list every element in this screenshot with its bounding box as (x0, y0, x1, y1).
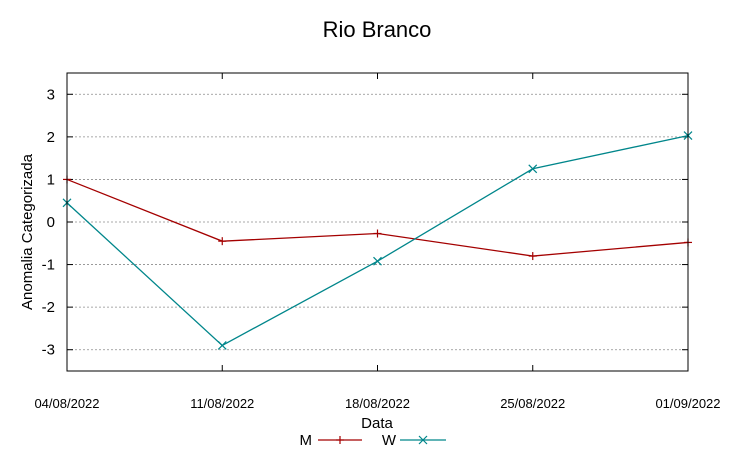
data-point-M (373, 229, 382, 238)
x-axis-label: Data (361, 415, 393, 432)
y-tick-label: 2 (47, 129, 55, 146)
x-tick-label: 11/08/2022 (190, 396, 254, 411)
x-tick-label: 04/08/2022 (34, 396, 99, 411)
y-tick-label: -2 (42, 299, 55, 316)
y-tick-label: 1 (47, 171, 55, 188)
data-point-M (218, 237, 227, 246)
y-tick-label: 3 (47, 86, 55, 103)
data-point-W (373, 256, 382, 266)
y-tick-label: -3 (42, 342, 55, 359)
plot-frame (66, 72, 689, 372)
legend-marker-W (418, 435, 428, 445)
series-lines (62, 131, 693, 350)
x-tick-label: 25/08/2022 (500, 396, 565, 411)
data-point-M (528, 252, 537, 261)
y-axis-label: Anomalia Categorizada (19, 153, 36, 310)
series-line-W (66, 134, 689, 347)
grid-lines (67, 73, 688, 371)
legend-label-W: W (382, 432, 397, 449)
legend-marker-M (336, 436, 344, 444)
legend-label-M: M (300, 432, 313, 449)
series-line-M (66, 178, 689, 257)
y-tick-label: 0 (47, 214, 55, 231)
x-tick-labels: 04/08/2022 11/08/2022 18/08/2022 25/08/2022… (34, 396, 720, 411)
x-tick-label: 01/09/2022 (655, 396, 720, 411)
x-tick-label: 18/08/2022 (345, 396, 410, 411)
data-point-W (528, 164, 538, 174)
y-tick-label: -1 (42, 257, 55, 274)
chart-title: Rio Branco (323, 17, 432, 42)
y-tick-labels: -3 -2 -1 0 1 2 3 (42, 86, 55, 358)
data-point-W (217, 341, 227, 350)
